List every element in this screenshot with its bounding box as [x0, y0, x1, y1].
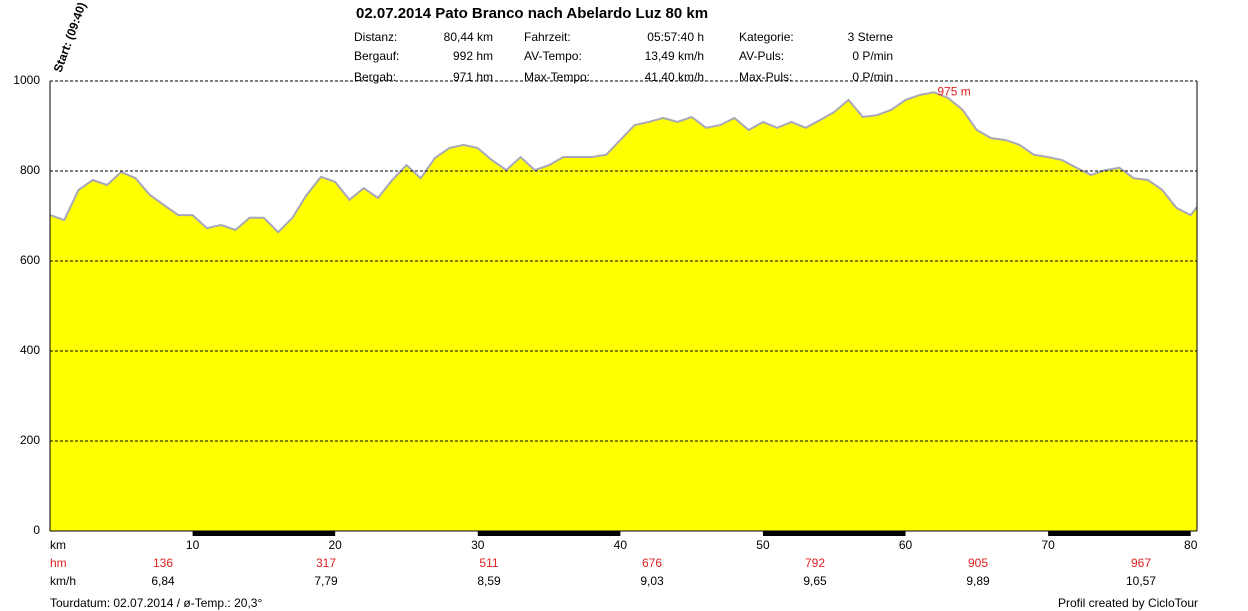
- row-value: 9,03: [640, 574, 664, 588]
- info-value: 13,49 km/h: [645, 49, 704, 63]
- row-label: km/h: [50, 574, 76, 588]
- y-tick-label: 800: [20, 163, 40, 177]
- x-tick-label: 50: [756, 538, 770, 552]
- y-tick-label: 0: [33, 523, 40, 537]
- chart-title: 02.07.2014 Pato Branco nach Abelardo Luz…: [356, 5, 708, 22]
- x-tick-label: 70: [1041, 538, 1055, 552]
- info-value: 80,44 km: [444, 30, 493, 44]
- info-label: Bergab:: [354, 70, 396, 84]
- x-tick-label: 60: [899, 538, 913, 552]
- info-label: Max-Puls:: [739, 70, 792, 84]
- elevation-area: [50, 92, 1197, 531]
- footer-right: Profil created by CicloTour: [1058, 596, 1198, 610]
- elevation-line: [49, 91, 1198, 234]
- row-value: 9,89: [966, 574, 990, 588]
- y-tick-label: 400: [20, 343, 40, 357]
- axis-band: [1048, 531, 1191, 536]
- info-value: 971 hm: [453, 70, 493, 84]
- row-value: 10,57: [1126, 574, 1156, 588]
- row-value: 676: [642, 556, 662, 570]
- info-value: 05:57:40 h: [647, 30, 704, 44]
- row-value: 905: [968, 556, 988, 570]
- info-label: Kategorie:: [739, 30, 794, 44]
- row-value: 6,84: [151, 574, 175, 588]
- x-tick-label: 10: [186, 538, 200, 552]
- x-unit-label: km: [50, 538, 66, 552]
- row-value: 511: [479, 556, 498, 570]
- info-label: AV-Puls:: [739, 49, 784, 63]
- x-tick-label: 40: [614, 538, 628, 552]
- footer-left: Tourdatum: 02.07.2014 / ø-Temp.: 20,3°: [50, 596, 262, 610]
- x-tick-label: 30: [471, 538, 485, 552]
- y-tick-label: 1000: [13, 73, 40, 87]
- row-value: 7,79: [314, 574, 338, 588]
- info-label: Bergauf:: [354, 49, 399, 63]
- info-label: AV-Tempo:: [524, 49, 582, 63]
- row-value: 792: [805, 556, 825, 570]
- info-label: Fahrzeit:: [524, 30, 571, 44]
- axis-band: [762, 531, 906, 536]
- axis-band: [192, 531, 336, 536]
- row-value: 136: [153, 556, 173, 570]
- row-value: 9,65: [803, 574, 827, 588]
- x-tick-label: 20: [329, 538, 343, 552]
- y-tick-label: 600: [20, 253, 40, 267]
- info-value: 41,40 km/h: [645, 70, 704, 84]
- annotation: 975 m: [937, 84, 970, 98]
- row-value: 8,59: [477, 574, 501, 588]
- row-value: 967: [1131, 556, 1151, 570]
- info-label: Distanz:: [354, 30, 397, 44]
- axis-band: [477, 531, 621, 536]
- row-value: 317: [316, 556, 336, 570]
- info-value: 0 P/min: [852, 70, 893, 84]
- x-tick-label: 80: [1184, 538, 1198, 552]
- info-label: Max-Tempo:: [524, 70, 590, 84]
- y-tick-label: 200: [20, 433, 40, 447]
- start-label: Start: (09:40): [51, 0, 89, 74]
- info-value: 0 P/min: [852, 49, 893, 63]
- row-label: hm: [50, 556, 67, 570]
- info-value: 3 Sterne: [848, 30, 894, 44]
- info-value: 992 hm: [453, 49, 493, 63]
